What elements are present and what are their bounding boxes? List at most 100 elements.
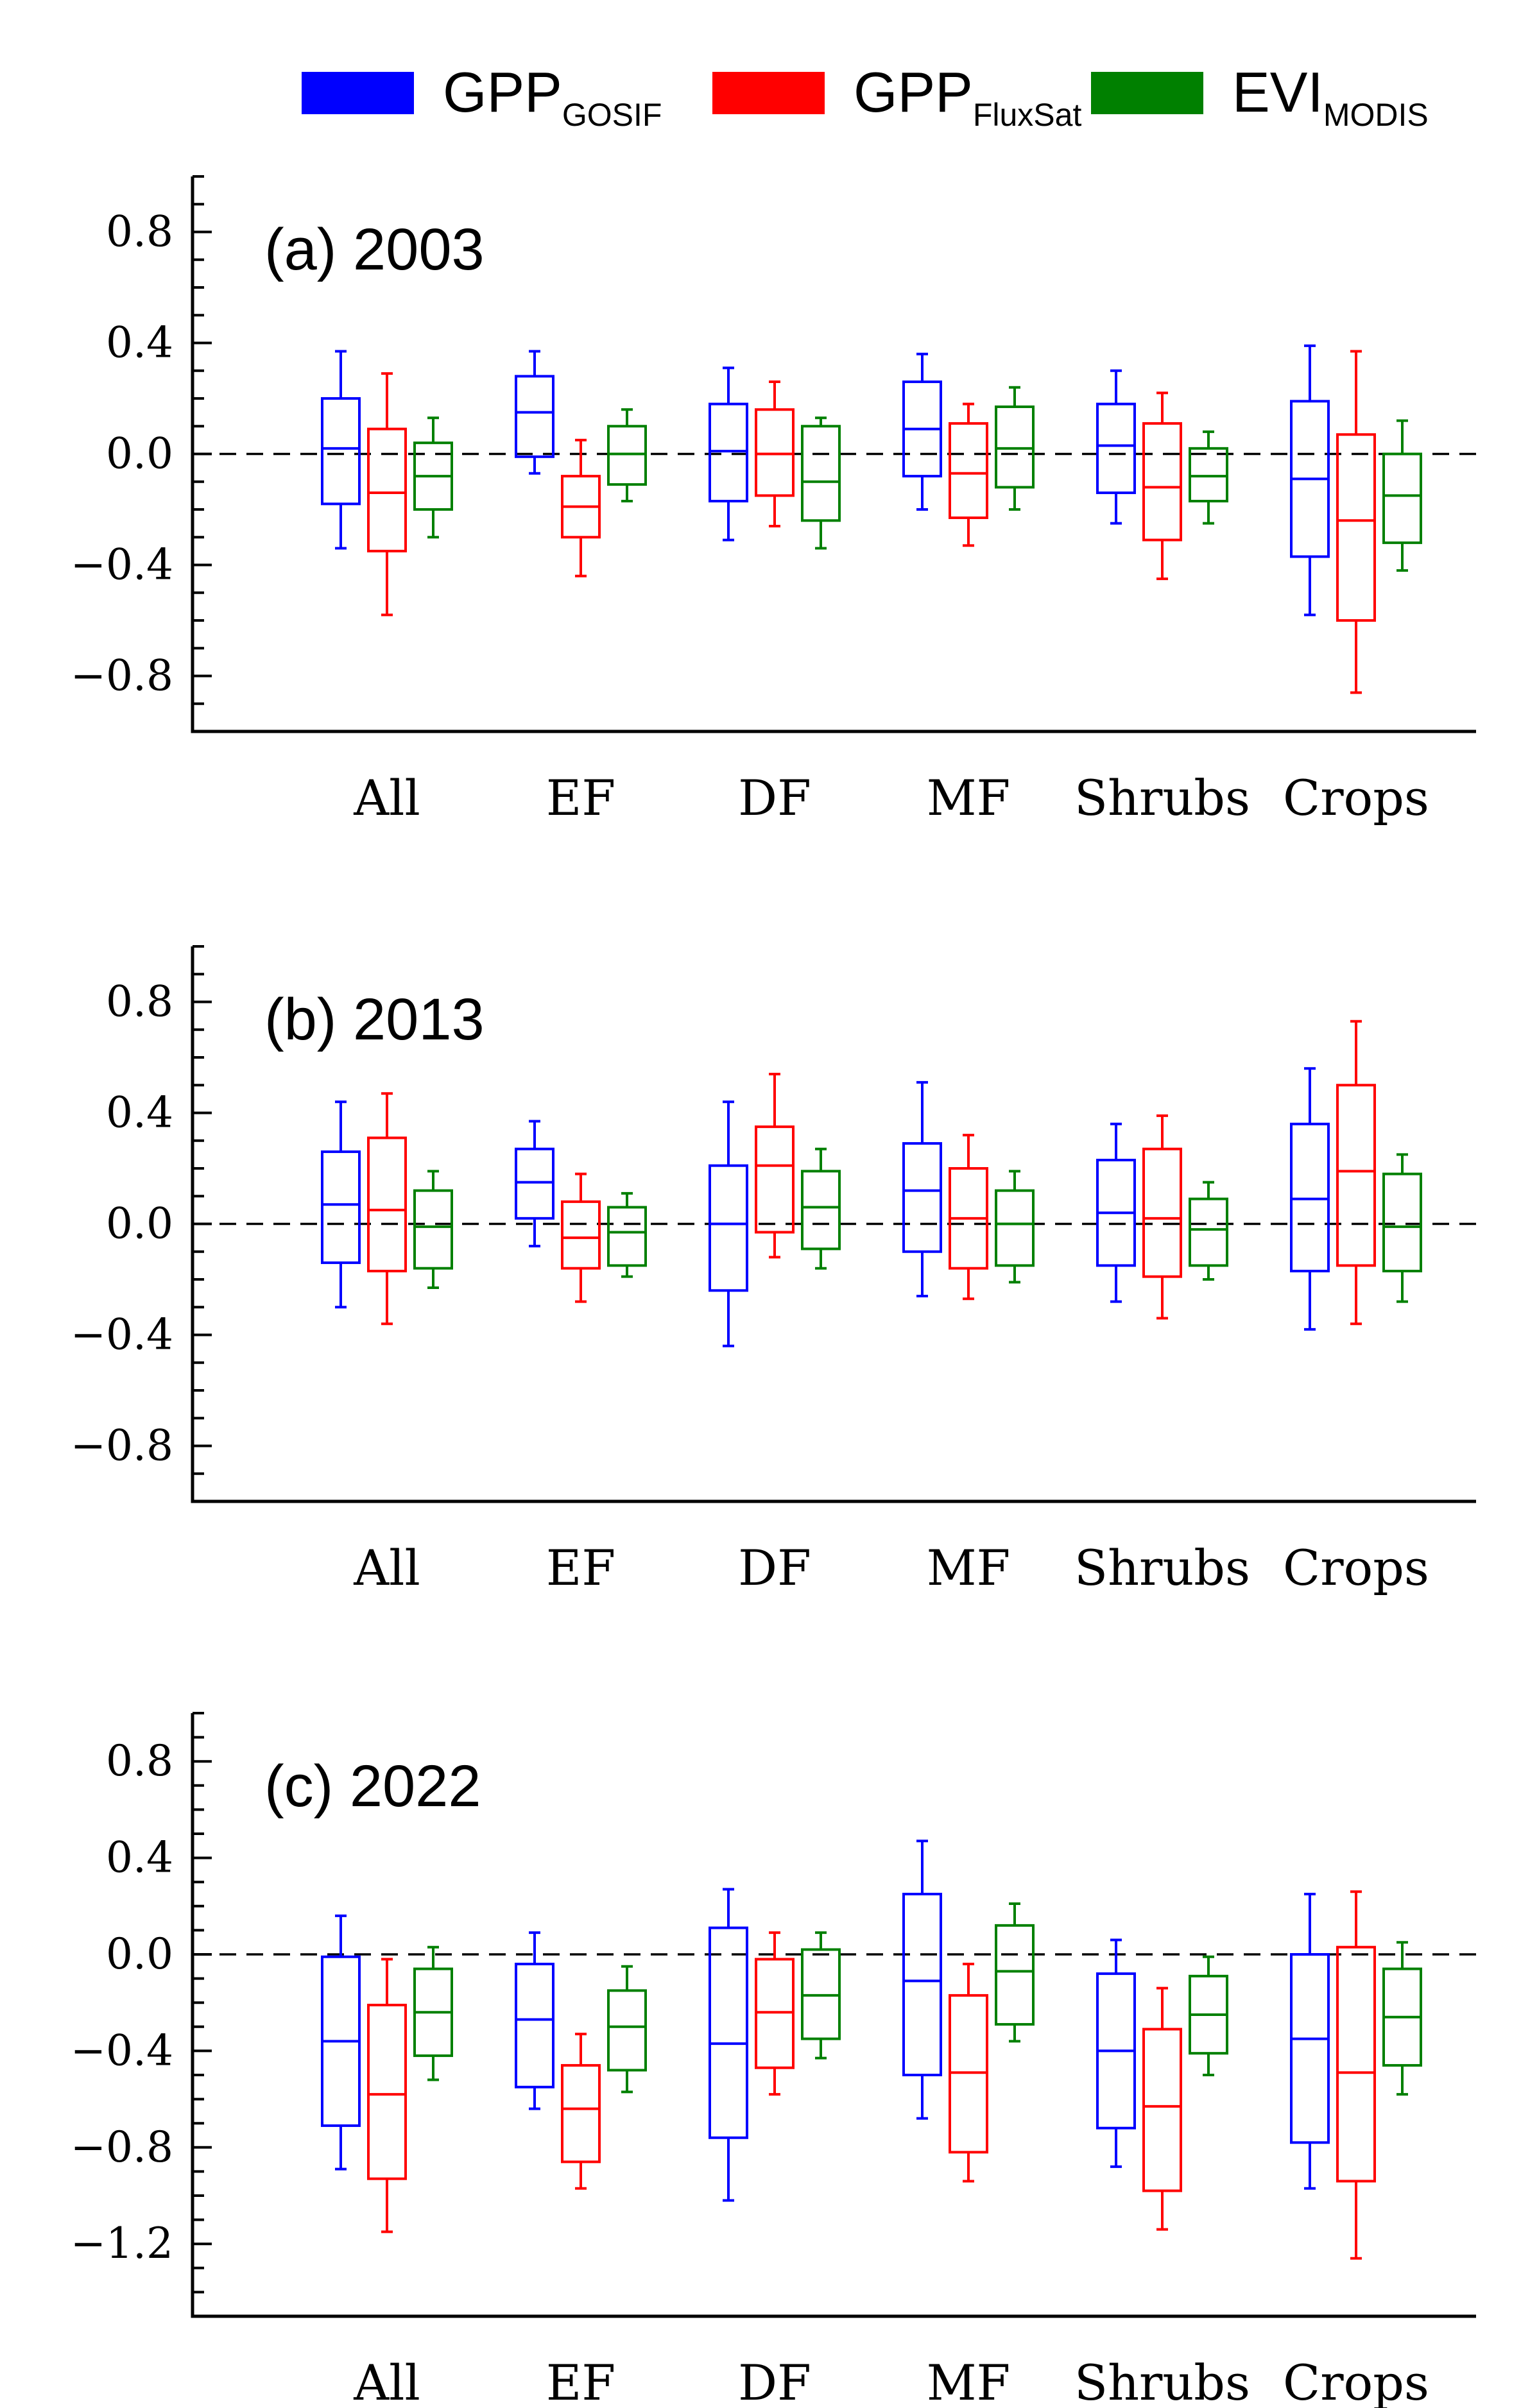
y-tick-label: 0.8 xyxy=(106,207,173,257)
panel-title: (b) 2013 xyxy=(264,987,485,1052)
iqr-box xyxy=(1290,1953,1330,2144)
iqr-box xyxy=(1336,1945,1376,2183)
x-category-label: All xyxy=(353,1539,420,1596)
y-tick-label: −0.4 xyxy=(71,540,173,590)
box-evi-modis-crops xyxy=(1382,1941,1422,2096)
box-gpp-gosif-df xyxy=(709,366,748,542)
legend-label-main: GPP xyxy=(443,60,562,124)
box-gpp-gosif-df xyxy=(709,1100,748,1347)
legend-label: GPPGOSIF xyxy=(443,60,662,133)
box-gpp-gosif-df xyxy=(709,1888,748,2202)
iqr-box xyxy=(709,402,748,503)
box-evi-modis-all xyxy=(413,1945,453,2081)
iqr-box xyxy=(321,397,361,506)
x-category-label: DF xyxy=(738,2354,811,2408)
iqr-box xyxy=(1382,1172,1422,1273)
panel-2: 0.8 0.4 0.0 −0.4 −0.8 (b) 2013 All EF DF MF Shrubs… xyxy=(71,945,1476,1596)
y-tick-label: 0.8 xyxy=(106,977,173,1027)
y-tick-label: 0.0 xyxy=(106,1929,173,1979)
y-tick-label: 0.8 xyxy=(106,1736,173,1786)
iqr-box xyxy=(367,2003,407,2180)
iqr-box xyxy=(995,1924,1035,2026)
iqr-box xyxy=(413,1189,453,1270)
iqr-box xyxy=(949,422,988,519)
panels: 0.8 0.4 0.0 −0.4 −0.8 (a) 2003 All EF DF MF Shrubs… xyxy=(71,175,1476,2408)
box-gpp-fluxsat-ef xyxy=(561,2033,601,2190)
x-category-label: All xyxy=(353,2354,420,2408)
iqr-box xyxy=(801,425,841,522)
iqr-box xyxy=(515,1147,554,1220)
iqr-box xyxy=(367,427,407,552)
box-gpp-fluxsat-ef xyxy=(561,1172,601,1303)
iqr-box xyxy=(367,1136,407,1273)
box-evi-modis-shrubs xyxy=(1189,430,1228,525)
box-gpp-fluxsat-shrubs xyxy=(1142,1114,1182,1320)
iqr-box xyxy=(709,1926,748,2139)
box-evi-modis-df xyxy=(801,416,841,550)
iqr-box xyxy=(755,1125,795,1234)
box-evi-modis-shrubs xyxy=(1189,1181,1228,1281)
box-gpp-fluxsat-mf xyxy=(949,1963,988,2183)
box-gpp-fluxsat-all xyxy=(367,372,407,617)
box-gpp-fluxsat-mf xyxy=(949,402,988,547)
legend: GPPGOSIF GPPFluxSat EVIMODIS xyxy=(302,60,1429,133)
box-evi-modis-ef xyxy=(607,408,647,503)
legend-swatch xyxy=(302,72,414,114)
x-category-label: DF xyxy=(738,1539,811,1596)
iqr-box xyxy=(1382,452,1422,544)
box-evi-modis-ef xyxy=(607,1191,647,1278)
x-category-label: EF xyxy=(546,2354,615,2408)
iqr-box xyxy=(1336,433,1376,622)
box-gpp-fluxsat-df xyxy=(755,380,795,527)
iqr-box xyxy=(709,1164,748,1292)
y-tick-label: 0.4 xyxy=(106,318,173,368)
x-category-label: DF xyxy=(738,769,811,826)
y-tick-label: 0.4 xyxy=(106,1833,173,1883)
box-gpp-gosif-crops xyxy=(1290,1893,1330,2190)
x-category-label: MF xyxy=(927,1539,1011,1596)
box-evi-modis-mf xyxy=(995,1902,1035,2043)
box-gpp-gosif-ef xyxy=(515,1120,554,1248)
box-gpp-gosif-shrubs xyxy=(1096,1122,1136,1303)
iqr-box xyxy=(755,408,795,497)
box-evi-modis-mf xyxy=(995,1170,1035,1284)
box-gpp-fluxsat-shrubs xyxy=(1142,391,1182,581)
panel-1: 0.8 0.4 0.0 −0.4 −0.8 (a) 2003 All EF DF MF Shrubs… xyxy=(71,175,1476,826)
box-gpp-gosif-ef xyxy=(515,350,554,475)
box-gpp-fluxsat-ef xyxy=(561,438,601,577)
x-category-label: MF xyxy=(927,769,1011,826)
box-evi-modis-shrubs xyxy=(1189,1955,1228,2076)
iqr-box xyxy=(995,405,1035,489)
iqr-box xyxy=(607,1989,647,2072)
iqr-box xyxy=(1189,1197,1228,1267)
box-gpp-gosif-all xyxy=(321,1100,361,1309)
x-category-label: Shrubs xyxy=(1074,1539,1250,1596)
iqr-box xyxy=(607,1206,647,1267)
iqr-box xyxy=(1142,422,1182,542)
box-gpp-gosif-shrubs xyxy=(1096,369,1136,525)
legend-swatch xyxy=(1091,72,1203,114)
y-tick-label: −0.4 xyxy=(71,2026,173,2075)
iqr-box xyxy=(607,425,647,486)
box-gpp-fluxsat-crops xyxy=(1336,1890,1376,2260)
box-evi-modis-crops xyxy=(1382,419,1422,572)
box-evi-modis-all xyxy=(413,1170,453,1289)
box-gpp-gosif-crops xyxy=(1290,1067,1330,1331)
legend-item-modis: EVIMODIS xyxy=(1091,60,1429,133)
y-tick-label: −0.4 xyxy=(71,1310,173,1360)
box-gpp-fluxsat-mf xyxy=(949,1134,988,1301)
panel-title: (c) 2022 xyxy=(264,1754,481,1819)
box-gpp-gosif-all xyxy=(321,350,361,550)
box-evi-modis-ef xyxy=(607,1965,647,2094)
iqr-box xyxy=(1096,402,1136,495)
y-tick-label: −0.8 xyxy=(71,2122,173,2172)
legend-label-sub: MODIS xyxy=(1323,97,1429,133)
iqr-box xyxy=(515,375,554,458)
x-category-label: MF xyxy=(927,2354,1011,2408)
y-tick-label: 0.4 xyxy=(106,1088,173,1138)
box-evi-modis-df xyxy=(801,1147,841,1270)
iqr-box xyxy=(902,1142,942,1253)
x-category-label: EF xyxy=(546,1539,615,1596)
box-evi-modis-all xyxy=(413,416,453,539)
box-gpp-fluxsat-df xyxy=(755,1072,795,1259)
